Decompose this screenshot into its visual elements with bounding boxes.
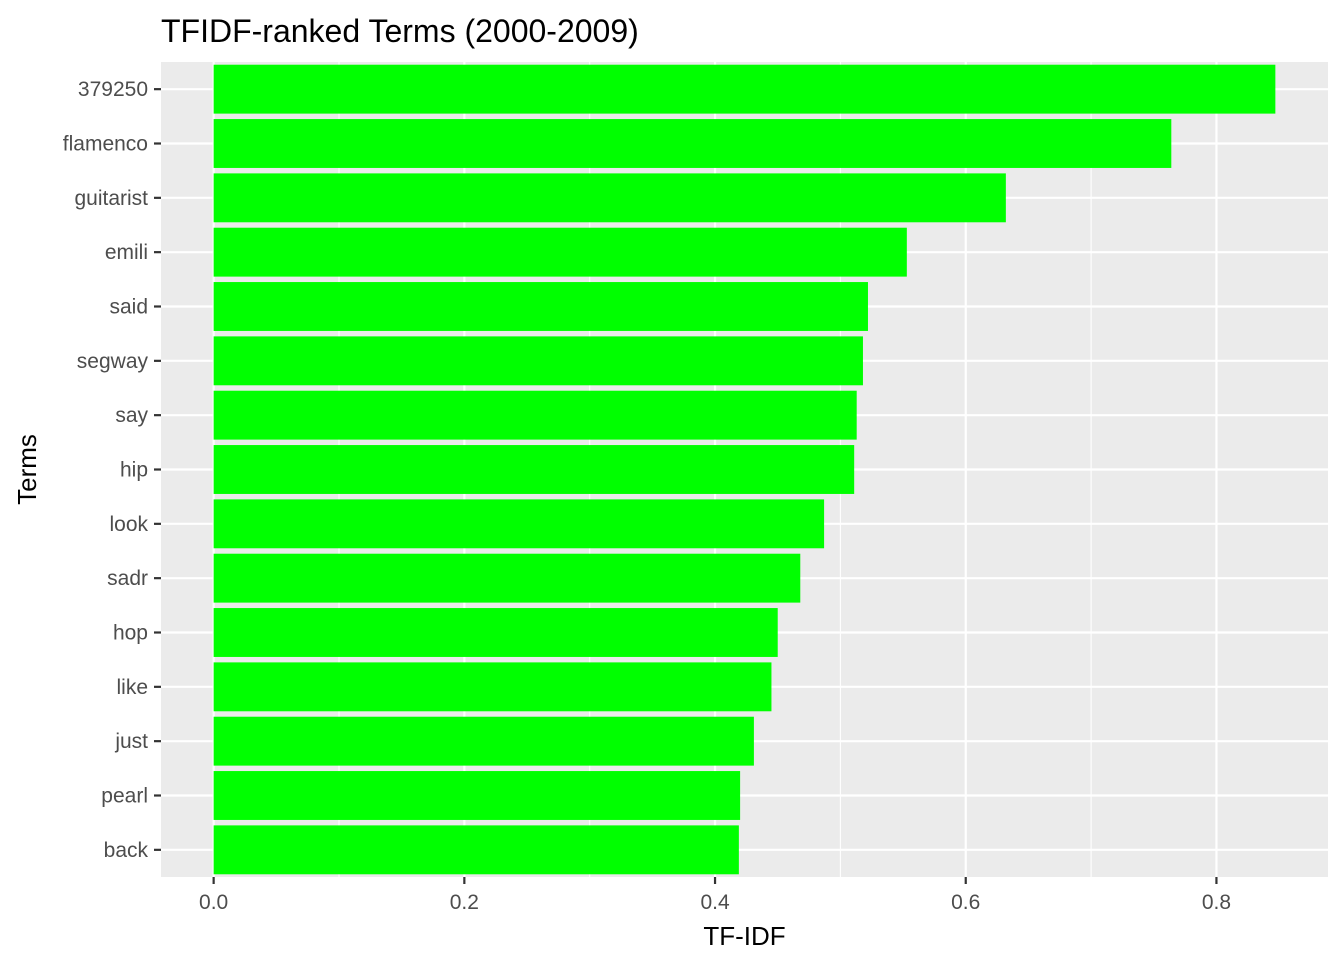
bar-sadr bbox=[213, 553, 801, 603]
y-tick-label: flamenco bbox=[63, 133, 148, 156]
y-tick-label: emili bbox=[105, 241, 148, 264]
bar-like bbox=[213, 662, 772, 712]
x-tick-label: 0.8 bbox=[1202, 891, 1231, 914]
y-tick-label: hop bbox=[113, 622, 148, 645]
x-tick-label: 0.6 bbox=[951, 891, 980, 914]
bars bbox=[213, 64, 1276, 875]
bar-look bbox=[213, 499, 825, 549]
y-tick-label: said bbox=[109, 296, 148, 319]
y-axis-title: Terms bbox=[12, 434, 42, 505]
y-tick-label: say bbox=[115, 404, 148, 427]
bar-379250 bbox=[213, 64, 1276, 114]
bar-hip bbox=[213, 445, 855, 494]
y-tick-label: like bbox=[116, 676, 148, 699]
bar-just bbox=[213, 716, 754, 766]
x-tick-label: 0.2 bbox=[450, 891, 479, 914]
x-tick-label: 0.4 bbox=[700, 891, 730, 914]
y-tick-label: sadr bbox=[107, 567, 148, 590]
y-tick-label: guitarist bbox=[74, 187, 148, 210]
chart-title: TFIDF-ranked Terms (2000-2009) bbox=[161, 13, 639, 49]
y-tick-label: pearl bbox=[101, 785, 148, 808]
y-tick-label: look bbox=[109, 513, 148, 536]
x-tick-label: 0.0 bbox=[199, 891, 228, 914]
x-axis-title: TF-IDF bbox=[703, 921, 785, 951]
bar-segway bbox=[213, 336, 863, 386]
bar-guitarist bbox=[213, 173, 1006, 223]
y-tick-label: back bbox=[104, 839, 149, 862]
y-tick-label: segway bbox=[77, 350, 149, 373]
y-tick-label: just bbox=[114, 730, 148, 753]
bar-flamenco bbox=[213, 119, 1172, 168]
bar-say bbox=[213, 390, 857, 440]
y-tick-label: hip bbox=[120, 459, 148, 482]
y-axis: 379250 flamenco guitarist emili said segway sa… bbox=[63, 78, 161, 862]
y-tick-label: 379250 bbox=[78, 78, 148, 101]
bar-back bbox=[213, 825, 739, 875]
bar-emili bbox=[213, 227, 907, 277]
bar-hop bbox=[213, 608, 778, 657]
x-axis: 0.0 0.2 0.4 0.6 0.8 bbox=[199, 877, 1231, 914]
bar-said bbox=[213, 282, 868, 331]
bar-pearl bbox=[213, 771, 741, 820]
